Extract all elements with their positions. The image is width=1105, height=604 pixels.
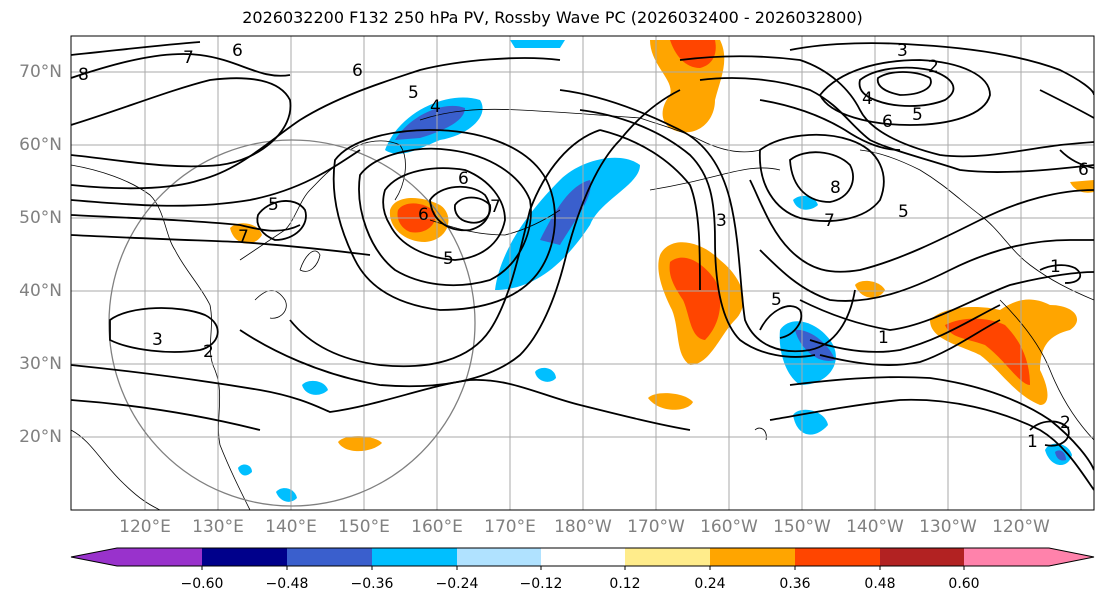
contour-label: 1 bbox=[1027, 432, 1038, 452]
colorbar-bin bbox=[541, 548, 625, 566]
contour-label: 8 bbox=[830, 178, 841, 198]
contour-label: 7 bbox=[824, 211, 835, 231]
contour-label: 2 bbox=[1060, 413, 1071, 433]
contour-label: 5 bbox=[912, 105, 923, 125]
colorbar-bin bbox=[710, 548, 795, 566]
colorbar-tick-label: 0.24 bbox=[694, 576, 726, 592]
contour-label: 1 bbox=[878, 328, 889, 348]
contour-label: 6 bbox=[1078, 160, 1089, 180]
lon-label-130e: 130°E bbox=[192, 517, 244, 537]
contour-label: 5 bbox=[771, 290, 782, 310]
contour-label: 7 bbox=[490, 197, 501, 217]
contour-label: 4 bbox=[430, 97, 441, 117]
colorbar-bin bbox=[964, 548, 1049, 566]
colorbar-bin bbox=[795, 548, 880, 566]
pv-contours bbox=[71, 41, 1094, 491]
lon-label-170e: 170°E bbox=[484, 517, 536, 537]
colorbar-bin bbox=[117, 548, 202, 566]
colorbar-tick-label: 0.48 bbox=[864, 576, 896, 592]
colorbar-tick-label: −0.24 bbox=[435, 576, 479, 592]
contour-label-group: 8 7 6 6 5 4 3 2 4 6 5 6 5 7 7 6 5 8 7 5 … bbox=[78, 41, 1089, 452]
colorbar-bin bbox=[457, 548, 541, 566]
colorbar-outline bbox=[70, 547, 1095, 567]
contour-label: 6 bbox=[458, 169, 469, 189]
lon-label-130w: 130°W bbox=[919, 517, 977, 537]
colorbar-tick-label: −0.60 bbox=[180, 576, 224, 592]
contour-label: 2 bbox=[203, 342, 214, 362]
contour-label: 3 bbox=[897, 41, 908, 61]
contour-label: 2 bbox=[928, 57, 939, 77]
lat-label-50n: 50°N bbox=[19, 208, 62, 228]
lon-label-140e: 140°E bbox=[265, 517, 317, 537]
colorbar-bin bbox=[372, 548, 457, 566]
map-frame bbox=[70, 35, 1095, 511]
contour-label: 7 bbox=[238, 227, 249, 247]
lat-label-60n: 60°N bbox=[19, 135, 62, 155]
colorbar-tick-label: 0.60 bbox=[948, 576, 980, 592]
contour-label: 8 bbox=[78, 65, 89, 85]
lon-label-160w: 160°W bbox=[700, 517, 758, 537]
lon-label-140w: 140°W bbox=[846, 517, 904, 537]
colorbar-tick-label: −0.36 bbox=[350, 576, 394, 592]
contour-label: 6 bbox=[232, 41, 243, 61]
contour-label: 5 bbox=[268, 195, 279, 215]
contour-label: 3 bbox=[152, 330, 163, 350]
contour-label: 6 bbox=[352, 61, 363, 81]
contour-label: 5 bbox=[408, 83, 419, 103]
lon-label-120e: 120°E bbox=[119, 517, 171, 537]
contour-label: 6 bbox=[882, 112, 893, 132]
radius-circle bbox=[108, 139, 476, 507]
colorbar-tick-label: −0.48 bbox=[265, 576, 309, 592]
contour-label: 7 bbox=[183, 48, 194, 68]
contour-label: 6 bbox=[418, 205, 429, 225]
lon-label-150e: 150°E bbox=[338, 517, 390, 537]
colorbar-tick-label: 0.12 bbox=[609, 576, 641, 592]
lon-label-170w: 170°W bbox=[627, 517, 685, 537]
lon-label-180w: 180°W bbox=[554, 517, 612, 537]
colorbar-tick-label: 0.36 bbox=[779, 576, 811, 592]
lat-label-30n: 30°N bbox=[19, 354, 62, 374]
colorbar-bin bbox=[880, 548, 964, 566]
map-panel: 8 7 6 6 5 4 3 2 4 6 5 6 5 7 7 6 5 8 7 5 … bbox=[71, 36, 1094, 510]
lon-label-160e: 160°E bbox=[411, 517, 463, 537]
lon-label-150w: 150°W bbox=[773, 517, 831, 537]
colorbar-bin bbox=[625, 548, 710, 566]
contour-label: 4 bbox=[862, 89, 873, 109]
colorbar-bin bbox=[287, 548, 372, 566]
colorbar-bin bbox=[202, 548, 287, 566]
map-title: 2026032200 F132 250 hPa PV, Rossby Wave … bbox=[242, 8, 863, 27]
contour-label: 5 bbox=[898, 202, 909, 222]
contour-label: 1 bbox=[1050, 257, 1061, 277]
lon-label-120w: 120°W bbox=[992, 517, 1050, 537]
colorbar-max-extension bbox=[1049, 548, 1094, 566]
lat-label-20n: 20°N bbox=[19, 427, 62, 447]
colorbar-min-extension bbox=[71, 548, 117, 566]
contour-label: 3 bbox=[716, 211, 727, 231]
contour-label: 5 bbox=[443, 249, 454, 269]
lat-label-40n: 40°N bbox=[19, 281, 62, 301]
colorbar bbox=[70, 547, 1095, 570]
lat-label-70n: 70°N bbox=[19, 62, 62, 82]
colorbar-tick-label: −0.12 bbox=[519, 576, 563, 592]
